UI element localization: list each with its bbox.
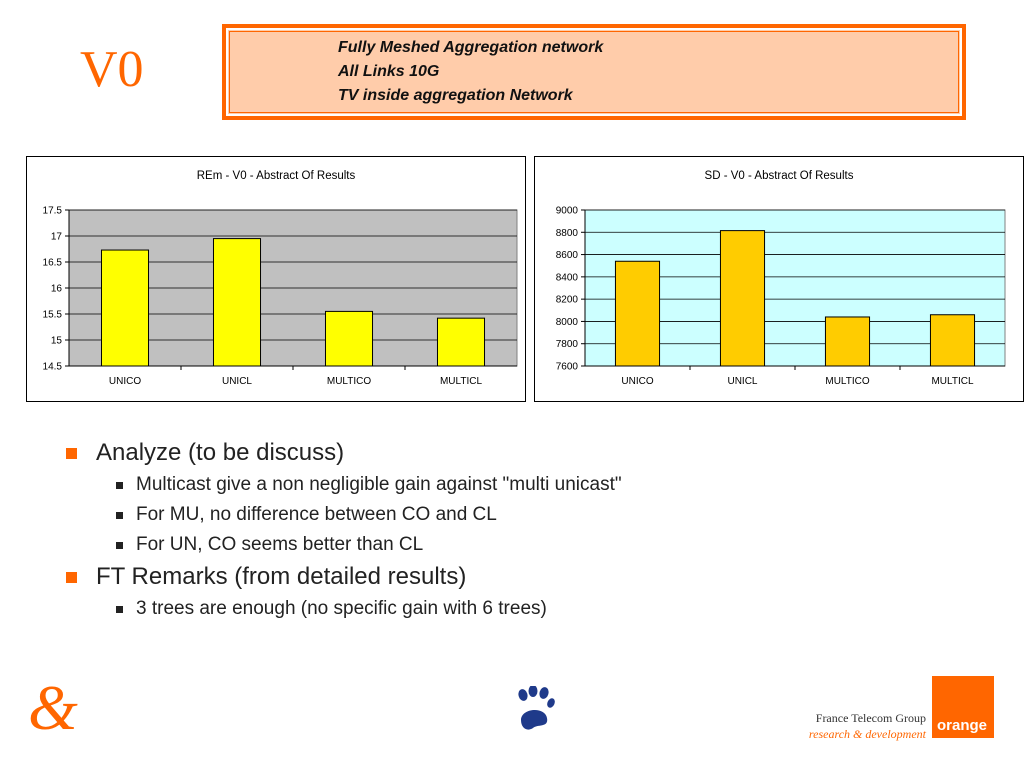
y-tick-label: 7800 (556, 339, 579, 350)
bar (614, 260, 661, 367)
x-tick-label: UNICL (727, 376, 757, 387)
footer-text: France Telecom Group research & developm… (779, 710, 926, 742)
x-tick-label: MULTICO (825, 376, 869, 387)
bar (719, 230, 766, 367)
x-tick-label: UNICL (222, 376, 252, 387)
y-tick-label: 16 (51, 284, 63, 295)
x-tick-label: MULTICL (440, 376, 482, 387)
header-line-3: TV inside aggregation Network (338, 87, 573, 104)
chart-svg: SD - V0 - Abstract Of Results 9000 8800 860… (556, 170, 1006, 387)
y-tick-label: 8600 (556, 250, 579, 261)
y-tick-label: 8000 (556, 317, 579, 328)
orange-logo-text: orange (937, 717, 988, 734)
bullet-ft-remarks: FT Remarks (from detailed results) (66, 560, 622, 594)
sub-bullet-square-icon (116, 606, 123, 613)
y-tick-label: 7600 (556, 362, 579, 373)
bar (436, 317, 486, 367)
header-line-1: Fully Meshed Aggregation network (338, 39, 604, 56)
paw-icon (518, 686, 555, 730)
sub-bullet-square-icon (116, 512, 123, 519)
header-box: Fully Meshed Aggregation network All Lin… (222, 24, 966, 120)
footer-department: research & development (808, 727, 926, 741)
slide-label: V0 (80, 41, 144, 98)
chart-title: SD - V0 - Abstract Of Results (705, 170, 854, 182)
y-tick-label: 17.5 (43, 206, 63, 217)
bullet-analyze: Analyze (to be discuss) (66, 436, 622, 470)
bar (929, 314, 976, 367)
chart-title: REm - V0 - Abstract Of Results (197, 170, 356, 182)
y-tick-label: 17 (51, 232, 63, 243)
chart-svg: REm - V0 - Abstract Of Results 17.5 17 16.5… (43, 170, 518, 387)
x-tick-label: UNICO (621, 376, 653, 387)
bullet-square-icon (66, 448, 77, 459)
y-tick-label: 8200 (556, 295, 579, 306)
y-tick-label: 9000 (556, 206, 579, 217)
rem-chart: REm - V0 - Abstract Of Results 17.5 17 16.5… (26, 156, 526, 402)
bar (212, 238, 262, 367)
bullet-list: Analyze (to be discuss) Multicast give a… (66, 436, 622, 624)
sub-bullet: For UN, CO seems better than CL (66, 530, 622, 560)
bar (324, 310, 374, 367)
bar (100, 249, 150, 367)
x-tick-label: MULTICO (327, 376, 371, 387)
y-tick-label: 15 (51, 336, 63, 347)
y-tick-label: 15.5 (43, 310, 63, 321)
sd-chart: SD - V0 - Abstract Of Results 9000 8800 860… (534, 156, 1024, 402)
sub-bullet: For MU, no difference between CO and CL (66, 500, 622, 530)
y-tick-label: 8800 (556, 228, 579, 239)
header-line-2: All Links 10G (338, 63, 440, 80)
y-tick-label: 16.5 (43, 258, 63, 269)
bullet-square-icon (66, 572, 77, 583)
y-tick-label: 14.5 (43, 362, 63, 373)
orange-logo: orange (932, 676, 994, 738)
sub-bullet: 3 trees are enough (no specific gain wit… (66, 594, 622, 624)
bar (824, 316, 871, 367)
y-tick-label: 8400 (556, 272, 579, 283)
x-tick-label: MULTICL (931, 376, 973, 387)
x-tick-label: UNICO (109, 376, 141, 387)
sub-bullet-square-icon (116, 482, 123, 489)
ampersand-logo-icon: & (28, 672, 78, 743)
footer-company: France Telecom Group (815, 711, 926, 725)
sub-bullet: Multicast give a non negligible gain aga… (66, 470, 622, 500)
sub-bullet-square-icon (116, 542, 123, 549)
